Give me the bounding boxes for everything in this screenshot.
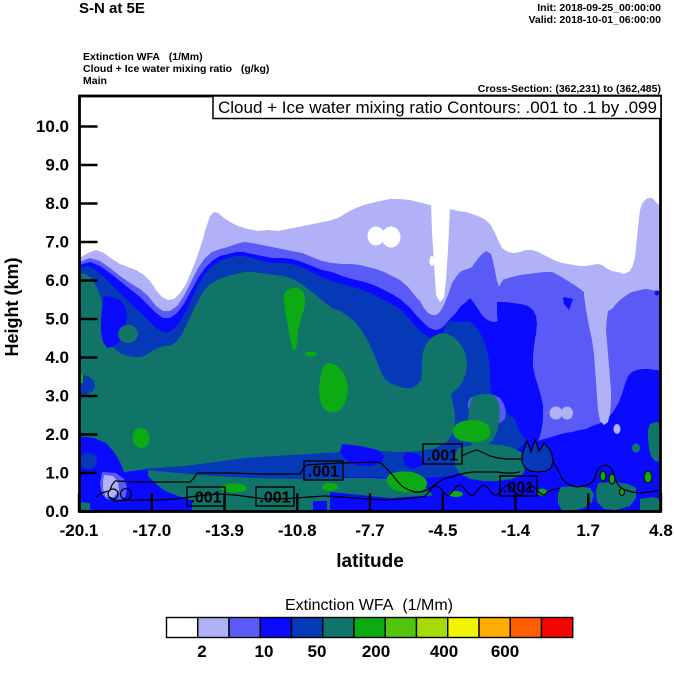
svg-text:9.0: 9.0 xyxy=(45,156,69,175)
svg-text:Cloud + Ice water mixing ratio: Cloud + Ice water mixing ratio (g/kg) xyxy=(83,63,269,75)
svg-text:.001: .001 xyxy=(503,480,534,497)
svg-text:2: 2 xyxy=(197,642,206,661)
svg-text:Cloud + Ice water mixing ratio: Cloud + Ice water mixing ratio Contours:… xyxy=(218,98,657,117)
svg-text:Height (km): Height (km) xyxy=(2,257,22,356)
svg-text:-7.7: -7.7 xyxy=(355,521,384,540)
svg-text:-20.1: -20.1 xyxy=(60,521,99,540)
svg-text:-4.5: -4.5 xyxy=(428,521,457,540)
svg-text:8.0: 8.0 xyxy=(45,194,69,213)
svg-text:4.0: 4.0 xyxy=(45,348,69,367)
svg-text:1.0: 1.0 xyxy=(45,464,69,483)
svg-text:latitude: latitude xyxy=(336,551,404,572)
svg-text:400: 400 xyxy=(430,642,458,661)
svg-text:S-N at 5E: S-N at 5E xyxy=(79,0,145,17)
svg-text:50: 50 xyxy=(308,642,327,661)
svg-text:Valid: 2018-10-01_06:00:00: Valid: 2018-10-01_06:00:00 xyxy=(528,14,661,26)
svg-text:Extinction WFA (1/Mm): Extinction WFA (1/Mm) xyxy=(285,597,453,614)
svg-text:600: 600 xyxy=(491,642,519,661)
svg-text:-1.4: -1.4 xyxy=(501,521,531,540)
svg-text:.001: .001 xyxy=(190,490,221,507)
svg-text:-10.8: -10.8 xyxy=(278,521,317,540)
svg-text:Extinction WFA (1/Mm): Extinction WFA (1/Mm) xyxy=(83,51,203,63)
svg-text:1.7: 1.7 xyxy=(576,521,600,540)
svg-text:.001: .001 xyxy=(427,448,458,465)
svg-text:Init: 2018-09-25_00:00:00: Init: 2018-09-25_00:00:00 xyxy=(537,2,661,14)
svg-text:-17.0: -17.0 xyxy=(132,521,171,540)
svg-text:Cross-Section: (362,231) to (3: Cross-Section: (362,231) to (362,485) xyxy=(478,83,661,95)
svg-text:200: 200 xyxy=(362,642,390,661)
svg-text:-13.9: -13.9 xyxy=(205,521,244,540)
svg-text:.001: .001 xyxy=(308,464,339,481)
svg-text:7.0: 7.0 xyxy=(45,233,69,252)
svg-text:4.8: 4.8 xyxy=(649,521,673,540)
svg-text:3.0: 3.0 xyxy=(45,387,69,406)
svg-text:6.0: 6.0 xyxy=(45,271,69,290)
svg-text:Main: Main xyxy=(83,75,107,87)
svg-text:5.0: 5.0 xyxy=(45,310,69,329)
svg-text:2.0: 2.0 xyxy=(45,425,69,444)
svg-text:10: 10 xyxy=(255,642,274,661)
svg-text:10.0: 10.0 xyxy=(36,117,69,136)
svg-text:.001: .001 xyxy=(259,490,290,507)
svg-text:0.0: 0.0 xyxy=(45,502,69,521)
